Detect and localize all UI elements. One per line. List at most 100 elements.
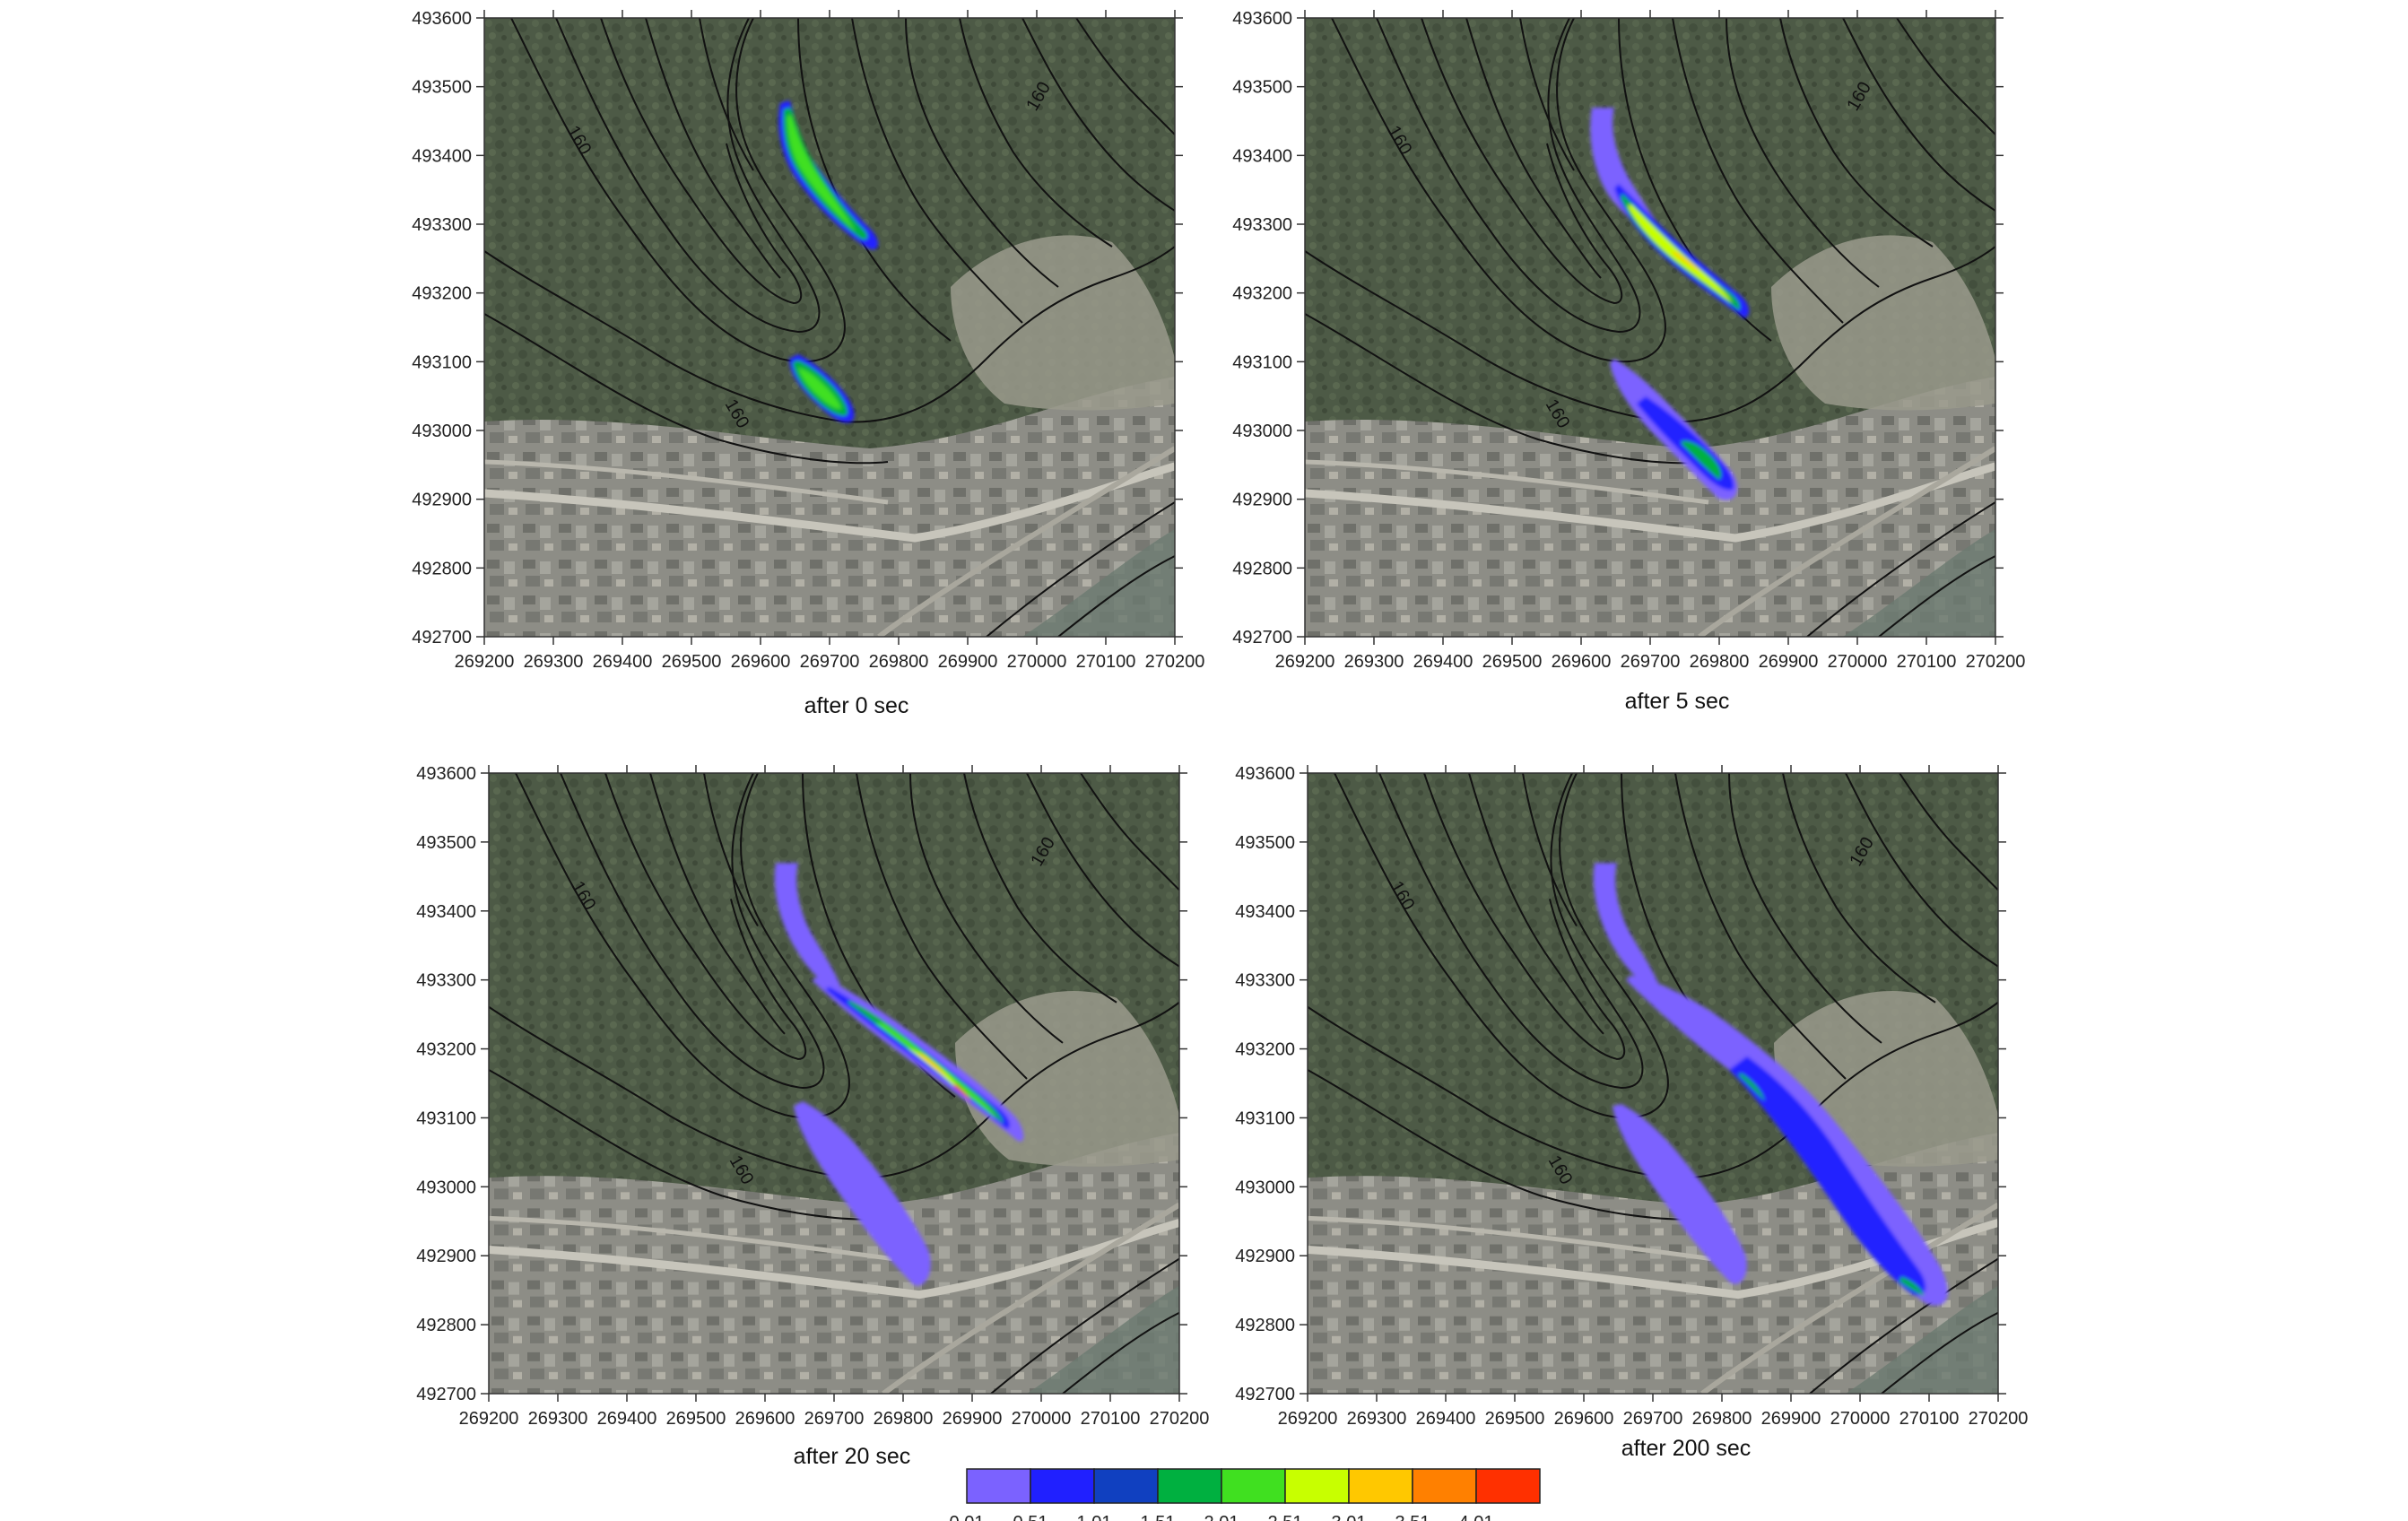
legend-swatch — [1221, 1468, 1286, 1504]
y-tick-label: 493600 — [416, 764, 476, 784]
y-tick-label: 493300 — [416, 971, 476, 991]
map-image — [1308, 773, 1998, 1394]
panel-caption: after 5 sec — [1625, 689, 1730, 714]
y-tick-label: 493500 — [412, 78, 472, 98]
y-tick-label: 492900 — [1232, 491, 1292, 510]
x-tick-label: 269200 — [459, 1409, 519, 1429]
map-panel: 269200 269300 269400 269500 269600 269700 2698… — [1232, 9, 2025, 714]
x-tick-label: 269200 — [1278, 1409, 1338, 1429]
x-tick-label: 270000 — [1012, 1409, 1072, 1429]
x-tick-label: 269800 — [874, 1409, 934, 1429]
x-tick-label: 269500 — [662, 652, 722, 672]
y-tick-label: 492800 — [412, 559, 472, 578]
x-tick-label: 269800 — [1690, 652, 1750, 672]
y-tick-label: 492900 — [416, 1247, 476, 1266]
y-tick-label: 493100 — [412, 352, 472, 372]
x-tick-label: 269600 — [1552, 652, 1612, 672]
x-tick-label: 270200 — [1150, 1409, 1210, 1429]
x-tick-label: 269300 — [1347, 1409, 1407, 1429]
x-tick-label: 269300 — [524, 652, 584, 672]
x-tick-label: 270200 — [1966, 652, 2026, 672]
map-panel: 269200 269300 269400 269500 269600 269700 2698… — [1235, 764, 2028, 1461]
y-tick-label: 492700 — [412, 628, 472, 648]
x-tick-label: 269900 — [1759, 652, 1819, 672]
x-tick-label: 269400 — [1416, 1409, 1476, 1429]
y-tick-label: 493100 — [1235, 1108, 1295, 1128]
map-image — [484, 18, 1175, 637]
x-tick-label: 269700 — [804, 1409, 865, 1429]
x-tick-label: 270100 — [1081, 1409, 1141, 1429]
y-tick-label: 493200 — [1235, 1040, 1295, 1060]
map-image — [1305, 18, 1995, 637]
x-tick-label: 269900 — [1761, 1409, 1821, 1429]
x-tick-label: 270200 — [1969, 1409, 2029, 1429]
map-panel: 269200 269300 269400 269500 269600 269700 2698… — [412, 9, 1204, 718]
x-tick-label: 270000 — [1830, 1409, 1891, 1429]
x-tick-label: 270000 — [1007, 652, 1067, 672]
x-tick-label: 270100 — [1899, 1409, 1960, 1429]
x-tick-label: 269300 — [528, 1409, 588, 1429]
y-tick-label: 493500 — [1232, 78, 1292, 98]
y-tick-label: 493000 — [1232, 422, 1292, 441]
panel-caption: after 20 sec — [794, 1444, 911, 1469]
y-tick-label: 493200 — [1232, 284, 1292, 304]
x-tick-label: 269400 — [1413, 652, 1473, 672]
y-tick-label: 492800 — [416, 1316, 476, 1335]
x-tick-label: 270100 — [1076, 652, 1136, 672]
x-tick-label: 269200 — [1275, 652, 1335, 672]
x-tick-label: 269300 — [1344, 652, 1404, 672]
y-tick-label: 493100 — [416, 1108, 476, 1128]
x-tick-label: 269500 — [666, 1409, 726, 1429]
legend-label: 1.51 — [1141, 1513, 1176, 1521]
map-image — [489, 773, 1179, 1394]
y-tick-label: 493300 — [412, 215, 472, 235]
y-tick-label: 493600 — [412, 9, 472, 29]
legend-label: 3.01 — [1332, 1513, 1367, 1521]
y-tick-label: 493000 — [1235, 1178, 1295, 1197]
legend-label: 1.01 — [1077, 1513, 1112, 1521]
x-tick-label: 270000 — [1828, 652, 1888, 672]
legend-swatch — [1348, 1468, 1413, 1504]
x-tick-label: 269500 — [1482, 652, 1543, 672]
x-tick-label: 270100 — [1897, 652, 1957, 672]
x-tick-label: 269200 — [455, 652, 515, 672]
legend-swatch — [1284, 1468, 1350, 1504]
y-tick-label: 493600 — [1235, 764, 1295, 784]
x-tick-label: 270200 — [1145, 652, 1205, 672]
x-tick-label: 269600 — [731, 652, 791, 672]
x-tick-label: 269500 — [1485, 1409, 1545, 1429]
x-tick-label: 269900 — [943, 1409, 1003, 1429]
y-tick-label: 493300 — [1232, 215, 1292, 235]
x-tick-label: 269700 — [1623, 1409, 1683, 1429]
y-tick-label: 493400 — [412, 146, 472, 166]
y-tick-label: 492700 — [1235, 1385, 1295, 1404]
x-tick-label: 269700 — [800, 652, 860, 672]
x-tick-label: 269400 — [597, 1409, 657, 1429]
x-tick-label: 269900 — [938, 652, 998, 672]
x-tick-label: 269800 — [869, 652, 929, 672]
x-tick-label: 269800 — [1692, 1409, 1752, 1429]
y-tick-label: 493400 — [416, 902, 476, 922]
y-tick-label: 493200 — [412, 284, 472, 304]
y-tick-label: 493200 — [416, 1040, 476, 1060]
y-tick-label: 492900 — [412, 491, 472, 510]
legend-swatch — [1030, 1468, 1095, 1504]
y-tick-label: 492700 — [1232, 628, 1292, 648]
y-tick-label: 493000 — [416, 1178, 476, 1197]
legend-swatch — [1093, 1468, 1159, 1504]
y-tick-label: 493500 — [416, 833, 476, 853]
legend-swatch — [966, 1468, 1031, 1504]
y-tick-label: 492900 — [1235, 1247, 1295, 1266]
y-tick-label: 493000 — [412, 422, 472, 441]
panels: 269200 269300 269400 269500 269600 269700 2698… — [412, 9, 2028, 1469]
panel-caption: after 200 sec — [1621, 1436, 1752, 1461]
y-tick-label: 493600 — [1232, 9, 1292, 29]
legend-swatch — [1412, 1468, 1477, 1504]
legend-label: 2.51 — [1268, 1513, 1303, 1521]
y-tick-label: 493400 — [1232, 146, 1292, 166]
legend-swatch — [1157, 1468, 1222, 1504]
y-tick-label: 493400 — [1235, 902, 1295, 922]
y-tick-label: 493100 — [1232, 352, 1292, 372]
legend-label: 0.51 — [1013, 1513, 1048, 1521]
